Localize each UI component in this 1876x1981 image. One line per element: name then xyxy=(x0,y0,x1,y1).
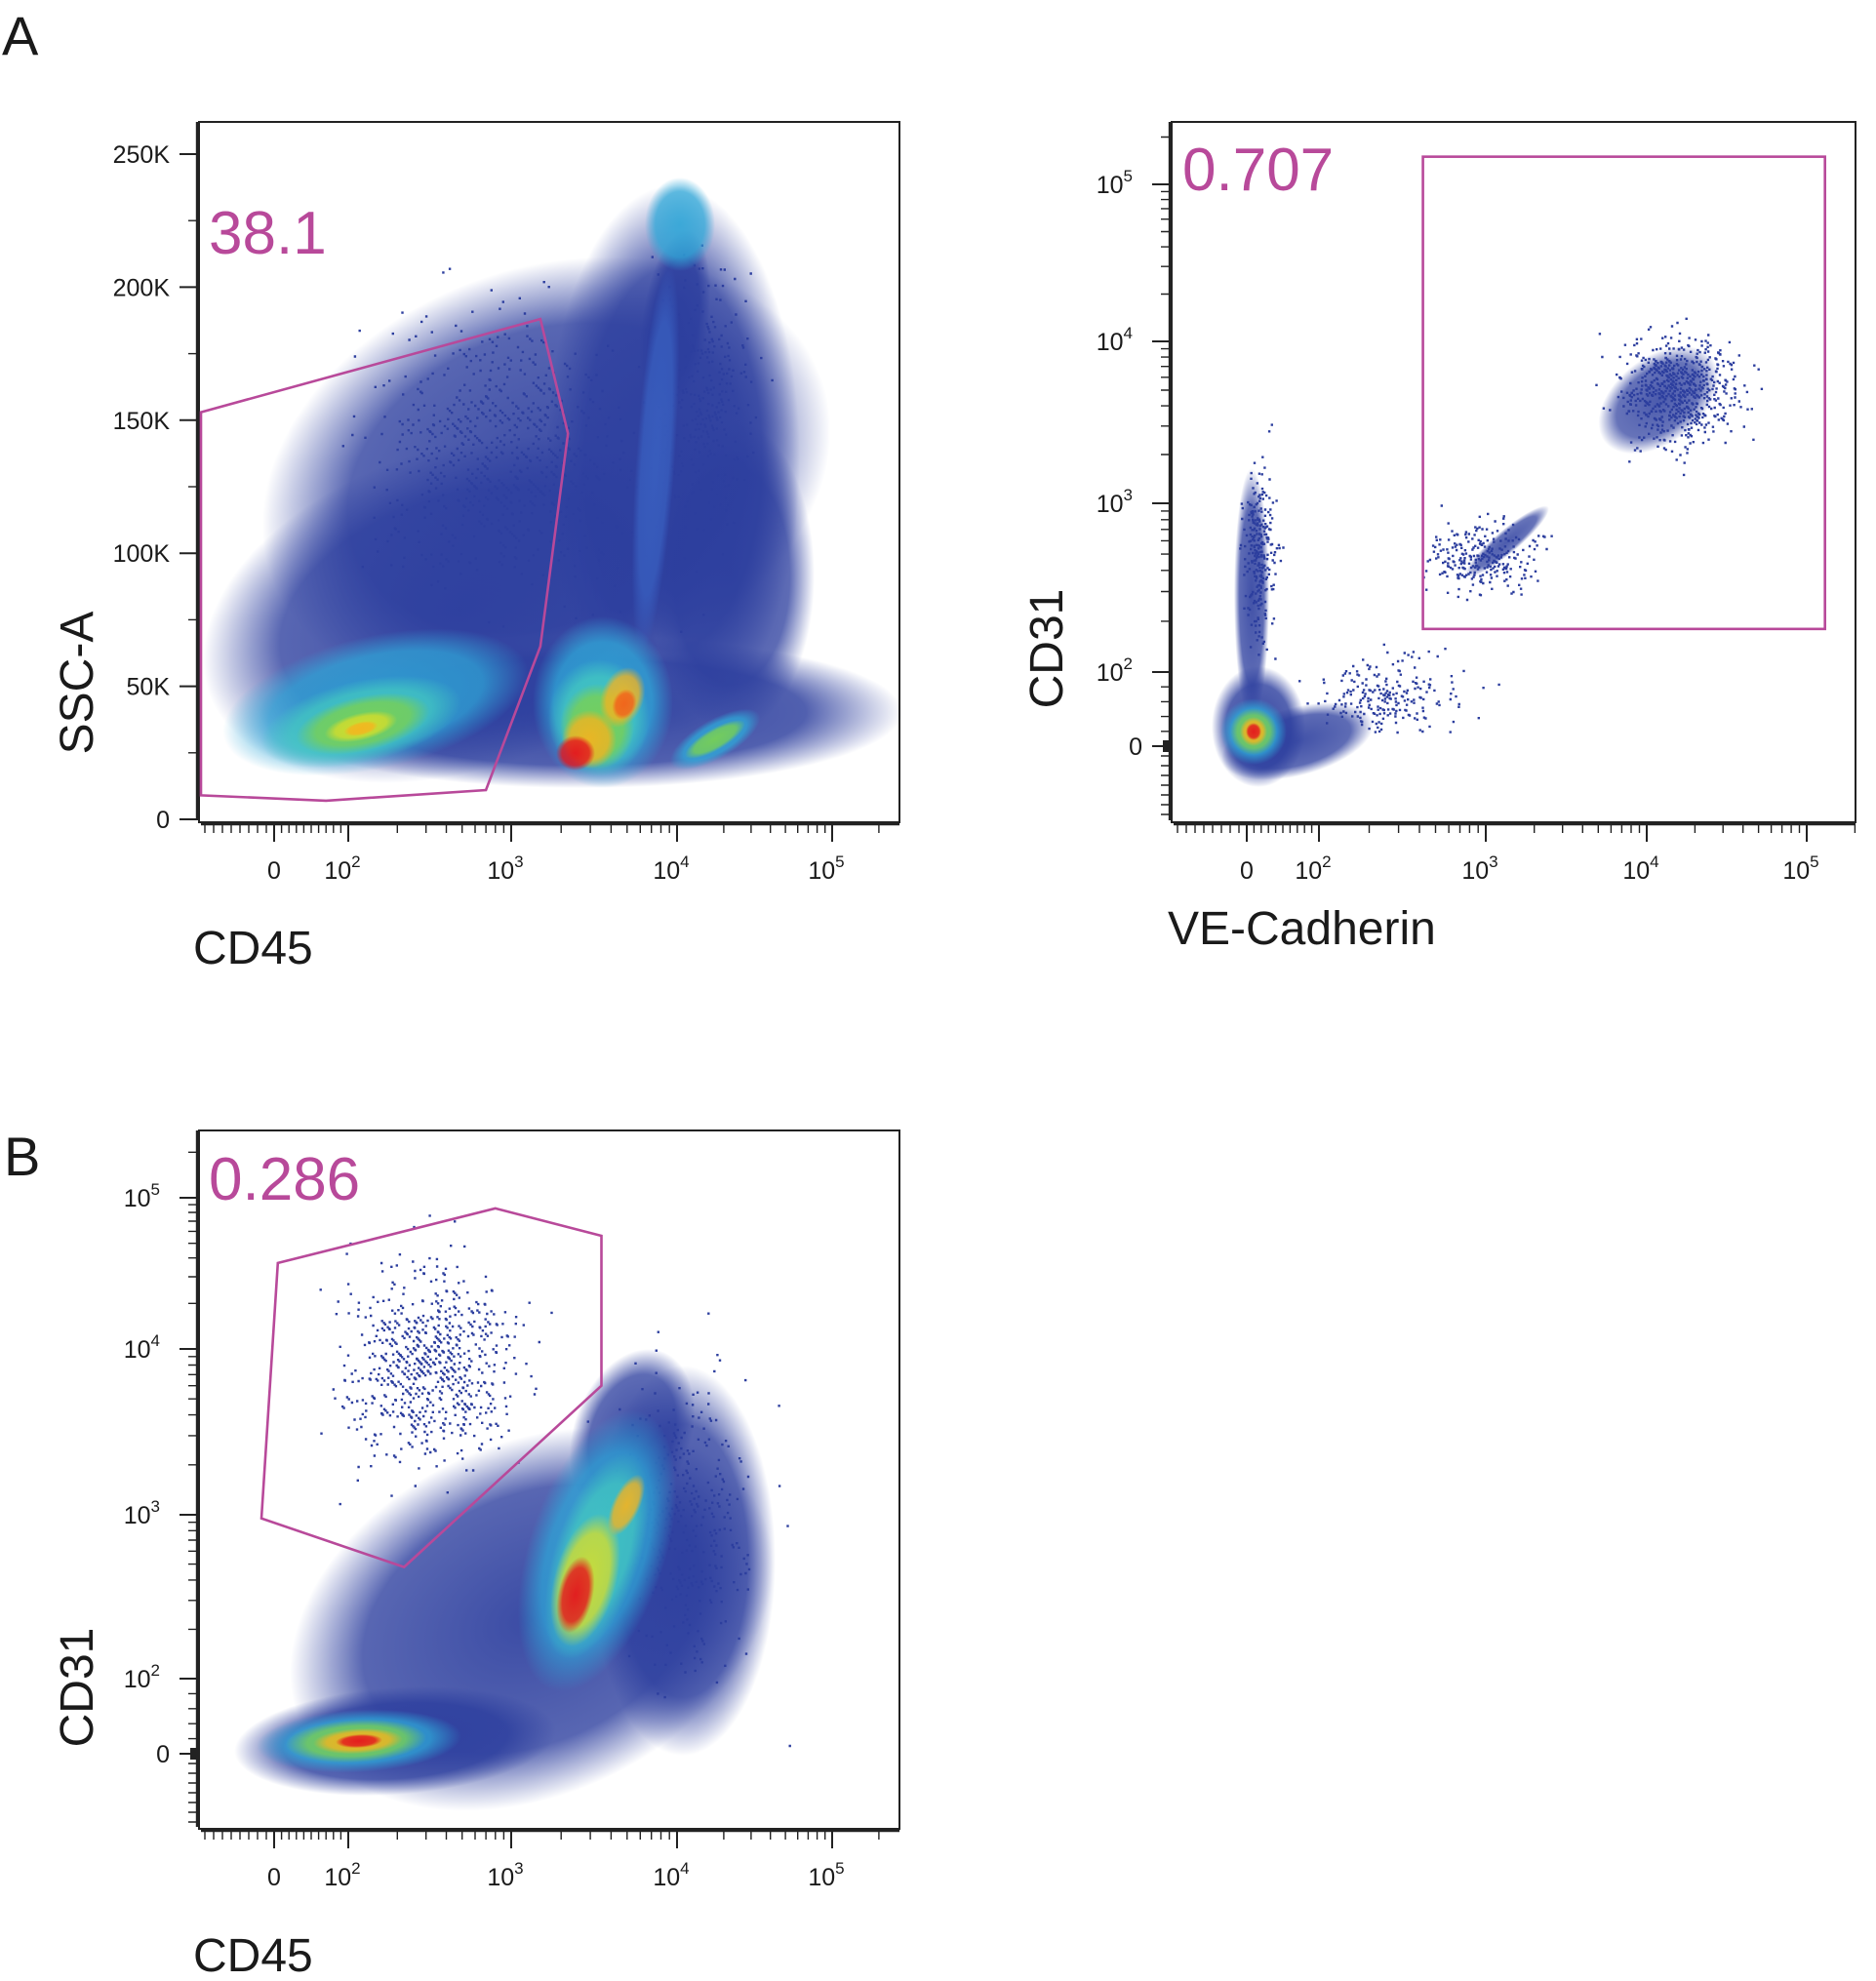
gate-outline xyxy=(1421,155,1826,631)
x-tick-label: 0 xyxy=(267,1864,281,1891)
y-minor-ticks xyxy=(1161,136,1170,815)
zero-marker xyxy=(190,1748,196,1760)
y-tick-label: 250K xyxy=(113,141,171,169)
y-tick-label: 105 xyxy=(124,1180,160,1212)
density-cloud xyxy=(336,1733,382,1749)
y-axis-title: CD31 xyxy=(52,1628,103,1748)
density-cloud xyxy=(1246,723,1261,740)
gate-percentage: 0.286 xyxy=(209,1146,360,1213)
y-axis-title: SSC-A xyxy=(52,612,103,755)
plot-cd31-vs-ve-cadherin: 0 102 103 104 105 0 102 103 104 105 0.707 VE-Cadher… xyxy=(1021,121,1856,955)
density-cloud xyxy=(556,735,595,771)
x-tick-label: 102 xyxy=(324,852,360,885)
density-cloud xyxy=(607,1474,646,1536)
x-tick-label: 103 xyxy=(487,852,523,885)
density-cloud xyxy=(343,721,379,736)
density-cloud xyxy=(1465,505,1549,577)
x-axis-title: CD45 xyxy=(193,1930,313,1981)
density-layer xyxy=(203,178,902,788)
density-cloud xyxy=(685,720,745,759)
x-tick-label: 104 xyxy=(1622,852,1658,885)
gate-outline xyxy=(199,317,570,803)
y-minor-ticks xyxy=(188,1151,197,1823)
y-tick-label: 50K xyxy=(127,674,171,701)
y-tick-label: 104 xyxy=(1097,324,1133,356)
x-minor-ticks xyxy=(204,824,880,833)
x-tick-label: 104 xyxy=(653,852,689,885)
gate-outline xyxy=(259,1207,603,1569)
y-tick-label: 200K xyxy=(113,274,171,301)
panel-label-a: A xyxy=(2,5,39,66)
panel-label-b: B xyxy=(4,1126,40,1187)
x-tick-label: 103 xyxy=(1461,852,1497,885)
density-cloud xyxy=(1598,345,1719,455)
gate-percentage: 38.1 xyxy=(209,200,327,267)
x-minor-ticks xyxy=(204,1831,880,1840)
y-tick-label: 102 xyxy=(124,1661,160,1693)
y-tick-label: 150K xyxy=(113,408,171,435)
x-tick-label: 0 xyxy=(267,857,281,885)
y-tick-label: 0 xyxy=(156,1741,170,1768)
density-cloud xyxy=(645,178,715,271)
density-cloud xyxy=(556,1556,595,1634)
plot-frame xyxy=(198,121,900,823)
density-layer xyxy=(1212,317,1764,787)
x-tick-label: 102 xyxy=(1295,852,1331,885)
plot-frame xyxy=(198,1129,900,1830)
x-tick-label: 102 xyxy=(324,1859,360,1891)
y-tick-label: 103 xyxy=(1097,486,1133,518)
x-tick-label: 105 xyxy=(808,852,844,885)
x-axis-title: CD45 xyxy=(193,923,313,974)
x-tick-label: 103 xyxy=(487,1859,523,1891)
density-cloud xyxy=(1234,468,1269,722)
zero-marker xyxy=(1163,740,1169,752)
plot-cd31-vs-cd45: 0 102 103 104 105 0 102 103 104 105 0.286 CD45 CD31 xyxy=(52,1129,900,1981)
x-axis-title: VE-Cadherin xyxy=(1168,903,1436,955)
density-cloud xyxy=(631,263,680,654)
x-minor-ticks xyxy=(1177,824,1856,833)
gate-percentage: 0.707 xyxy=(1182,137,1334,204)
x-tick-label: 105 xyxy=(1782,852,1818,885)
y-tick-label: 104 xyxy=(124,1331,160,1364)
x-tick-label: 0 xyxy=(1240,857,1254,885)
y-tick-label: 105 xyxy=(1097,167,1133,199)
y-tick-label: 0 xyxy=(156,807,170,834)
x-tick-label: 105 xyxy=(808,1859,844,1891)
density-cloud xyxy=(649,419,815,732)
y-tick-label: 100K xyxy=(113,540,171,568)
y-axis-title: CD31 xyxy=(1021,589,1073,709)
y-tick-label: 0 xyxy=(1129,733,1142,761)
plot-frame xyxy=(1171,121,1856,823)
y-tick-label: 102 xyxy=(1097,654,1133,687)
density-layer xyxy=(234,1214,791,1811)
density-cloud xyxy=(612,689,637,720)
x-tick-label: 104 xyxy=(653,1859,689,1891)
plot-ssc-vs-cd45: 0 102 103 104 105 0 50K 100K 150K 200K 250K 38.1 CD4… xyxy=(52,121,902,974)
y-tick-label: 103 xyxy=(124,1497,160,1529)
